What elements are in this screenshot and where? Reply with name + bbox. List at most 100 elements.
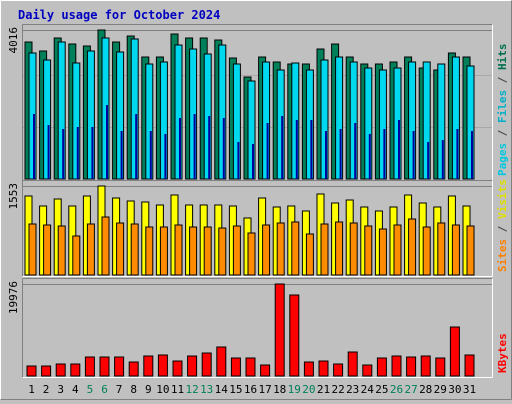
bar-files-day-8 [130,38,139,180]
day-label-14: 14 [215,383,229,396]
day-axis: 1 2 3 4 5 6 7 8 9 10 11 12 13 14 15 16 17 18 19 20 21 22 23 24 2… [28,383,476,396]
bar-kbytes-day-22 [333,363,344,377]
y-axis-max-label: 19976 [7,281,20,314]
bar-pages-day-26 [398,120,400,179]
bar-kbytes-day-10 [157,354,168,377]
bar-kbytes-day-2 [41,365,52,377]
bar-kbytes-day-3 [55,363,66,377]
bar-kbytes-day-20 [303,361,314,377]
bar-sites-day-28 [422,226,431,276]
bar-sites-day-17 [262,224,271,276]
bar-sites-day-12 [189,226,198,276]
bar-pages-day-5 [91,127,94,179]
bar-sites-day-22 [335,221,344,276]
bar-kbytes-day-5 [84,356,95,377]
bar-kbytes-day-29 [435,357,446,377]
bar-kbytes-day-11 [172,360,183,377]
bar-kbytes-day-18 [274,283,285,377]
chart-panels: 4016 Pages / Files / Hits 1553 Sites / Visi… [7,24,509,378]
bar-pages-day-29 [441,140,444,179]
bar-sites-day-14 [218,227,227,276]
bar-sites-day-18 [276,222,285,276]
series-legend-part: / [496,70,509,90]
bar-sites-day-1 [28,223,37,276]
bar-pages-day-6 [106,105,108,179]
bar-sites-day-13 [203,226,212,276]
day-label-18: 18 [273,383,286,396]
bar-pages-day-27 [412,131,415,179]
bar-files-day-23 [349,61,358,180]
bar-files-day-31 [466,65,475,180]
bar-sites-day-4 [72,235,81,276]
day-label-12: 12 [185,383,198,396]
day-label-25: 25 [375,383,388,396]
bar-pages-day-14 [222,118,225,179]
y-axis-max-label: 1553 [7,183,20,210]
bar-files-day-21 [320,59,329,180]
series-legend: Pages / Files / Hits [496,44,509,177]
bar-kbytes-day-13 [201,352,212,377]
bar-pages-day-2 [47,125,50,179]
bar-pages-day-3 [62,129,65,179]
bar-kbytes-day-7 [114,356,125,377]
bar-kbytes-day-27 [406,356,417,377]
day-label-19: 19 [288,383,301,396]
bar-files-day-25 [378,69,387,180]
bar-kbytes-day-15 [230,357,241,377]
bar-files-day-1 [28,52,37,180]
day-label-13: 13 [200,383,213,396]
series-legend-part: Hits [496,44,509,71]
bar-sites-day-26 [393,224,402,276]
bar-sites-day-11 [174,224,183,276]
bar-files-day-27 [408,61,417,180]
bar-files-day-16 [247,80,256,180]
chart-title: Daily usage for October 2024 [18,8,220,22]
day-label-9: 9 [145,383,152,396]
bar-kbytes-day-17 [260,364,271,377]
bar-pages-day-25 [383,129,386,179]
series-legend: Sites / Visits [496,179,509,272]
bar-files-day-22 [335,56,344,180]
bar-pages-day-28 [427,142,430,179]
bar-sites-day-6 [101,216,110,276]
bar-files-day-2 [43,59,52,180]
day-label-31: 31 [463,383,476,396]
bar-kbytes-day-26 [391,355,402,377]
bar-kbytes-day-16 [245,357,256,377]
panel-3: 19976 KBytes [7,278,509,378]
day-label-20: 20 [302,383,315,396]
bar-sites-day-20 [305,233,314,276]
bar-kbytes-day-8 [128,361,139,377]
bar-pages-day-20 [310,120,313,179]
series-legend-part: Pages [496,143,509,176]
bar-kbytes-day-21 [318,360,329,377]
bar-sites-day-31 [466,225,475,276]
panel-2: 1553 Sites / Visits [7,179,509,277]
day-label-2: 2 [43,383,50,396]
bar-sites-day-24 [364,225,373,276]
bar-pages-day-22 [339,129,342,179]
series-legend-part: KBytes [496,333,509,373]
bar-pages-day-30 [456,129,459,179]
bar-pages-day-23 [354,123,357,179]
bar-kbytes-day-9 [143,355,154,377]
bar-files-day-24 [364,67,373,180]
bar-files-day-17 [262,61,271,180]
bar-pages-day-8 [135,114,138,179]
series-legend: KBytes [496,333,509,373]
bar-pages-day-19 [295,120,298,179]
day-label-11: 11 [171,383,184,396]
bar-pages-day-21 [325,131,327,179]
bar-sites-day-10 [159,226,168,276]
day-label-29: 29 [434,383,447,396]
day-label-16: 16 [244,383,257,396]
bar-files-day-28 [422,61,431,180]
bar-sites-day-8 [130,223,139,276]
bar-files-day-5 [86,50,95,180]
bar-sites-day-29 [437,222,446,276]
bar-files-day-10 [159,61,168,180]
bar-files-day-19 [291,62,300,180]
bar-sites-day-25 [378,228,387,276]
bar-kbytes-day-28 [420,355,431,377]
